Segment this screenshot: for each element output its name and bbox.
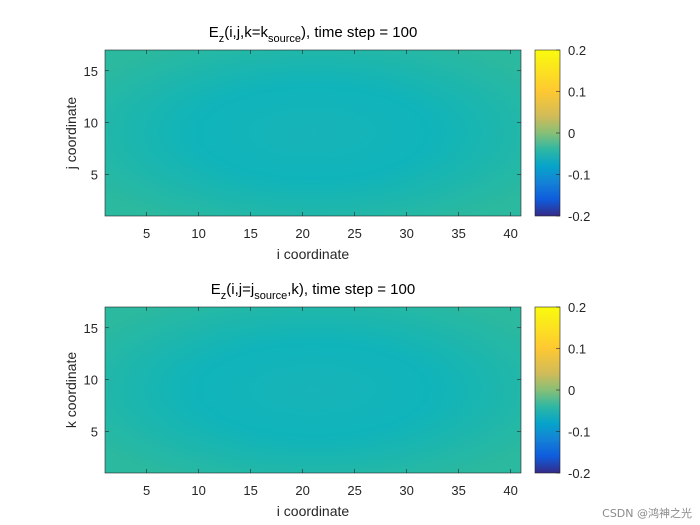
x-tick-label: 10 — [191, 226, 205, 241]
x-tick-label: 15 — [243, 226, 257, 241]
y-axis-label: k coordinate — [63, 352, 79, 428]
colorbar-tick-label: -0.1 — [568, 168, 590, 183]
y-tick-label: 10 — [84, 373, 98, 388]
x-tick-label: 35 — [451, 226, 465, 241]
colorbar-tick-label: 0 — [568, 383, 575, 398]
colorbar-tick-label: -0.2 — [568, 466, 590, 481]
colorbar-tick-label: 0.2 — [568, 300, 586, 315]
x-tick-label: 20 — [295, 483, 309, 498]
heatmap-image — [104, 49, 522, 217]
y-axis-ticks: 5 10 15 — [84, 321, 521, 440]
x-tick-label: 35 — [451, 483, 465, 498]
colorbar — [534, 306, 561, 474]
x-tick-label: 30 — [399, 226, 413, 241]
chart-title: Ez(i,j=jsource,k), time step = 100 — [211, 281, 415, 302]
colorbar-tick-label: 0.2 — [568, 43, 586, 58]
x-tick-label: 40 — [503, 483, 517, 498]
y-tick-label: 5 — [91, 168, 98, 183]
x-axis-label: i coordinate — [277, 503, 350, 519]
colorbar-tick-label: -0.1 — [568, 425, 590, 440]
y-axis-ticks: 5 10 15 — [84, 64, 521, 183]
x-tick-label: 20 — [295, 226, 309, 241]
x-tick-label: 30 — [399, 483, 413, 498]
y-tick-label: 5 — [91, 425, 98, 440]
colorbar-ticks: 0.2 0.1 0 -0.1 -0.2 — [556, 300, 590, 481]
colorbar — [534, 49, 561, 217]
y-tick-label: 15 — [84, 64, 98, 79]
x-tick-label: 25 — [347, 483, 361, 498]
x-tick-label: 5 — [143, 483, 150, 498]
colorbar-tick-label: -0.2 — [568, 209, 590, 224]
x-tick-label: 40 — [503, 226, 517, 241]
subplot-top: Ez(i,j,k=ksource), time step = 100 5 10 15… — [63, 24, 590, 262]
y-tick-label: 10 — [84, 116, 98, 131]
heatmap-image — [104, 306, 522, 474]
y-axis-label: j coordinate — [63, 97, 79, 171]
colorbar-ticks: 0.2 0.1 0 -0.1 -0.2 — [556, 43, 590, 224]
subplot-bottom: Ez(i,j=jsource,k), time step = 100 5 10 15… — [63, 281, 590, 519]
colorbar-tick-label: 0.1 — [568, 85, 586, 100]
x-tick-label: 5 — [143, 226, 150, 241]
x-axis-label: i coordinate — [277, 246, 350, 262]
colorbar-tick-label: 0.1 — [568, 342, 586, 357]
watermark: CSDN @鸿神之光 — [602, 507, 692, 520]
x-tick-label: 10 — [191, 483, 205, 498]
x-axis-ticks: 5 10 15 20 25 30 35 40 — [143, 307, 518, 498]
y-tick-label: 15 — [84, 321, 98, 336]
x-axis-ticks: 5 10 15 20 25 30 35 40 — [143, 50, 518, 241]
x-tick-label: 25 — [347, 226, 361, 241]
colorbar-tick-label: 0 — [568, 126, 575, 141]
chart-title: Ez(i,j,k=ksource), time step = 100 — [209, 24, 418, 45]
x-tick-label: 15 — [243, 483, 257, 498]
